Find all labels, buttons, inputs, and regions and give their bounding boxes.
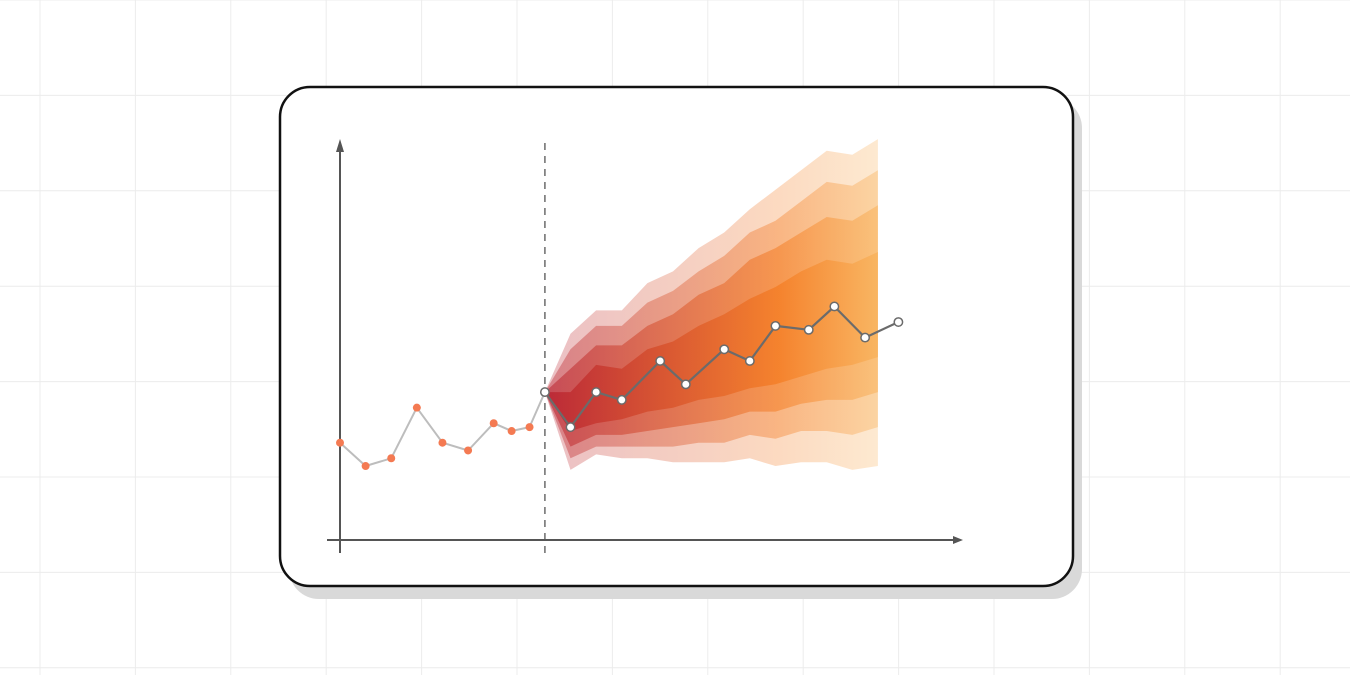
history-point (361, 462, 370, 471)
fan-fade-overlay (900, 150, 1040, 550)
history-point (387, 454, 396, 463)
forecast-point (616, 394, 627, 405)
forecast-point (539, 387, 550, 398)
forecast-point (591, 387, 602, 398)
history-point (464, 446, 473, 455)
forecast-point (744, 356, 755, 366)
history-point (507, 427, 516, 436)
y-axis-arrow (336, 139, 344, 152)
forecast-point (893, 317, 904, 327)
history-point (525, 423, 534, 432)
fan-bands (544, 139, 878, 470)
forecast-point (719, 344, 730, 355)
forecast-point (770, 320, 781, 331)
history-line (339, 391, 546, 467)
history-series (336, 391, 546, 471)
chart-axes (327, 139, 963, 553)
history-point (336, 438, 344, 447)
forecast-point (803, 324, 814, 335)
forecast-point (680, 379, 691, 390)
history-point (489, 419, 498, 428)
fan-band-1 (544, 252, 878, 431)
forecast-point (655, 356, 666, 366)
history-point (438, 438, 447, 447)
x-axis-arrow (953, 536, 963, 544)
forecast-point (565, 422, 576, 433)
forecast-series (539, 301, 904, 433)
forecast-point (860, 332, 871, 343)
forecast-point (829, 301, 840, 312)
history-point (412, 403, 421, 412)
